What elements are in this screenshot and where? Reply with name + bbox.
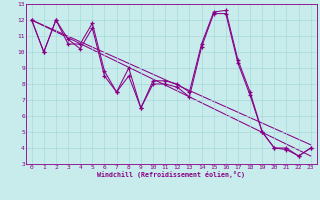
- X-axis label: Windchill (Refroidissement éolien,°C): Windchill (Refroidissement éolien,°C): [97, 171, 245, 178]
